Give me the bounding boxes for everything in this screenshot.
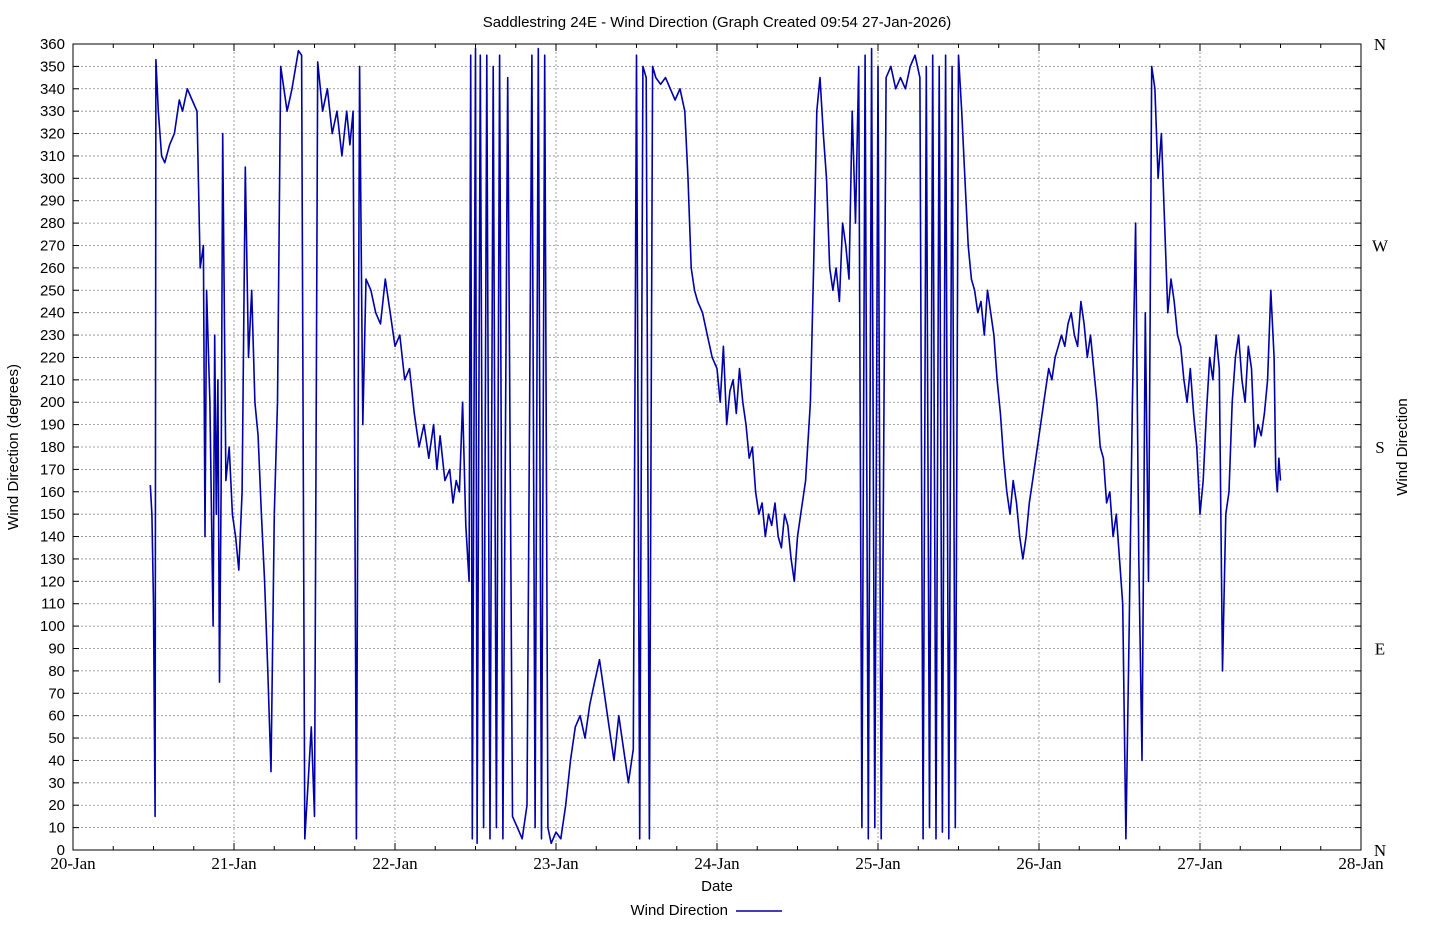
- y-tick-label: 90: [48, 641, 65, 658]
- compass-axis: N E S W N: [1372, 35, 1389, 860]
- x-tick-label: 21-Jan: [211, 854, 257, 873]
- y-tick-label: 210: [40, 372, 65, 389]
- y-tick-label: 30: [48, 775, 65, 792]
- y-tick-label: 330: [40, 103, 65, 120]
- compass-label: S: [1375, 438, 1384, 457]
- y-tick-label: 340: [40, 81, 65, 98]
- series-layer: [149, 47, 1282, 845]
- y-tick-label: 270: [40, 238, 65, 255]
- y-tick-label: 140: [40, 529, 65, 546]
- x-tick-label: 24-Jan: [694, 854, 740, 873]
- x-axis-ticks: 20-Jan 21-Jan 22-Jan 23-Jan 24-Jan 25-Jan 26-J…: [50, 44, 1384, 873]
- compass-label: N: [1374, 841, 1386, 860]
- y-tick-label: 290: [40, 193, 65, 210]
- y-tick-label: 300: [40, 170, 65, 187]
- y-axis-label: Wind Direction (degrees): [5, 364, 22, 530]
- y-tick-label: 20: [48, 797, 65, 814]
- x-tick-label: 26-Jan: [1016, 854, 1062, 873]
- wind-direction-series-line: [149, 47, 1282, 845]
- y-tick-label: 40: [48, 752, 65, 769]
- y-tick-label: 230: [40, 327, 65, 344]
- y-tick-label: 160: [40, 484, 65, 501]
- x-tick-label: 25-Jan: [855, 854, 901, 873]
- y-tick-label: 50: [48, 730, 65, 747]
- y-tick-label: 10: [48, 820, 65, 837]
- y-tick-label: 100: [40, 618, 65, 635]
- y-tick-label: 110: [41, 596, 65, 613]
- y-tick-label: 190: [40, 417, 65, 434]
- y-tick-label: 130: [40, 551, 65, 568]
- compass-label: E: [1375, 640, 1385, 659]
- y-tick-label: 260: [40, 260, 65, 277]
- y-tick-label: 60: [48, 708, 65, 725]
- y-tick-label: 180: [40, 439, 65, 456]
- y-tick-label: 120: [40, 573, 65, 590]
- y-tick-label: 80: [48, 663, 65, 680]
- y-tick-label: 170: [40, 461, 65, 478]
- y-tick-label: 310: [40, 148, 65, 165]
- y-tick-label: 350: [40, 58, 65, 75]
- compass-label: W: [1372, 237, 1389, 256]
- y2-axis-label: Wind Direction: [1394, 398, 1411, 496]
- y-tick-label: 360: [40, 36, 65, 53]
- x-tick-label: 23-Jan: [533, 854, 579, 873]
- x-tick-label: 22-Jan: [372, 854, 418, 873]
- legend: Wind Direction: [630, 902, 782, 919]
- x-tick-label: 27-Jan: [1177, 854, 1223, 873]
- y-tick-label: 0: [57, 842, 65, 859]
- x-tick-label: 28-Jan: [1338, 854, 1384, 873]
- x-axis-label: Date: [701, 878, 733, 895]
- x-tick-label: 20-Jan: [50, 854, 96, 873]
- y-axis-ticks: 0 10 20 30 40 50 60 70 80 90 100 110 120 130 140 150 160…: [40, 36, 1361, 859]
- grid-layer: [73, 44, 1361, 850]
- y-tick-label: 280: [40, 215, 65, 232]
- y-tick-label: 200: [40, 394, 65, 411]
- y-tick-label: 150: [40, 506, 65, 523]
- y-tick-label: 250: [40, 282, 65, 299]
- y-tick-label: 320: [40, 126, 65, 143]
- y-tick-label: 240: [40, 305, 65, 322]
- y-tick-label: 220: [40, 349, 65, 366]
- compass-label: N: [1374, 35, 1386, 54]
- legend-label: Wind Direction: [630, 902, 728, 919]
- chart-title: Saddlestring 24E - Wind Direction (Graph…: [483, 14, 952, 31]
- y-tick-label: 70: [48, 685, 65, 702]
